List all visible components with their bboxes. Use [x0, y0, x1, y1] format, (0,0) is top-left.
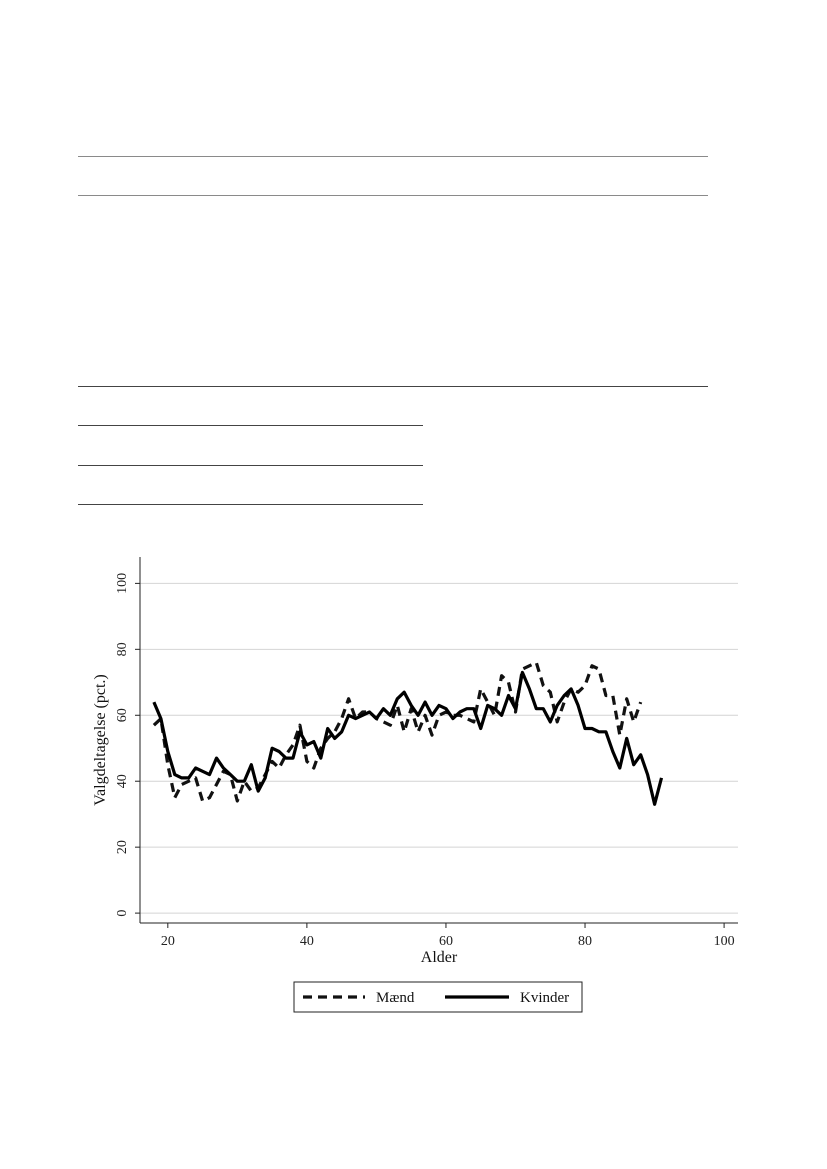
y-tick-label: 100 [115, 573, 130, 594]
x-tick-label: 20 [161, 934, 175, 949]
top-rule-1 [78, 156, 708, 157]
y-tick-label: 20 [115, 840, 130, 854]
y-axis-label: Valgdeltagelse (pct.) [92, 674, 109, 806]
x-tick-label: 60 [439, 934, 453, 949]
x-ticks: 20 40 60 80 100 [161, 923, 735, 949]
y-tick-label: 80 [115, 642, 130, 656]
legend-label-kvinder: Kvinder [520, 990, 569, 1006]
top-rule-2 [78, 195, 708, 196]
x-tick-label: 80 [578, 934, 592, 949]
legend: Mænd Kvinder [293, 981, 583, 1013]
y-ticks: 0 20 40 60 80 100 [115, 573, 140, 917]
line-chart: 0 20 40 60 80 100 20 40 60 80 100 Alder Valgdelta… [92, 557, 738, 1013]
y-tick-label: 40 [115, 774, 130, 788]
y-tick-label: 60 [115, 708, 130, 722]
x-tick-label: 40 [300, 934, 314, 949]
legend-label-maend: Mænd [376, 990, 415, 1006]
table-rule-2 [78, 425, 423, 426]
table-rule-4 [78, 504, 423, 505]
x-tick-label: 100 [714, 934, 735, 949]
grid-lines [140, 582, 738, 914]
y-tick-label: 0 [115, 910, 130, 917]
series-line-maend [152, 660, 643, 803]
series-line-kvinder [152, 670, 664, 806]
x-axis-label: Alder [421, 949, 458, 966]
table-rule-1 [78, 386, 708, 387]
table-rule-3 [78, 465, 423, 466]
series-lines [152, 660, 664, 806]
